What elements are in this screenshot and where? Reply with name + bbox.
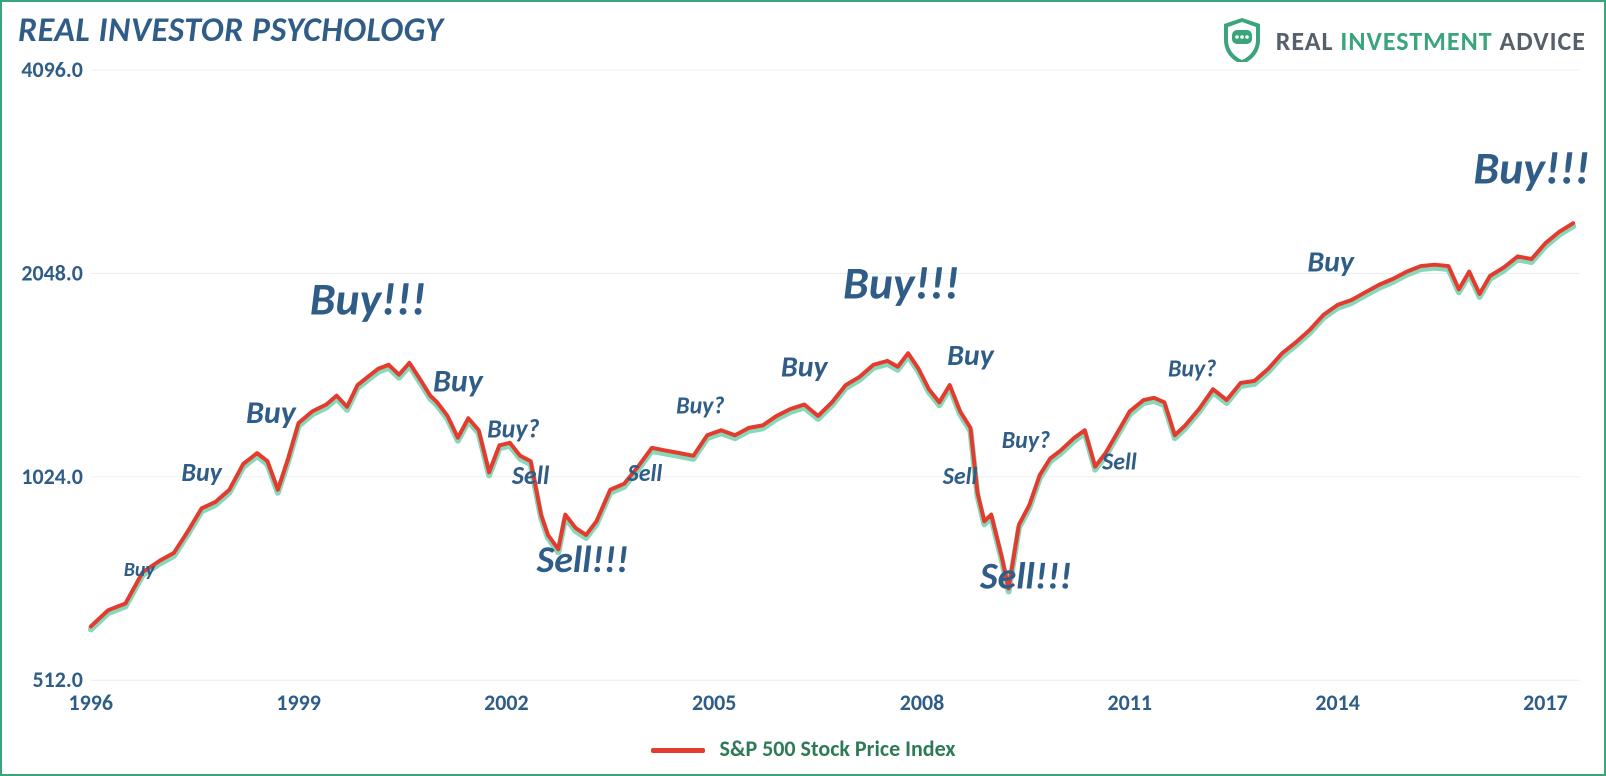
- svg-text:Buy!!!: Buy!!!: [1473, 141, 1589, 197]
- svg-text:1999: 1999: [276, 689, 320, 716]
- svg-text:Buy?: Buy?: [676, 392, 724, 421]
- svg-text:Sell: Sell: [942, 462, 978, 491]
- svg-text:Buy!!!: Buy!!!: [843, 256, 959, 312]
- svg-text:1996: 1996: [69, 689, 113, 716]
- svg-text:Sell: Sell: [627, 459, 663, 488]
- chart-title: REAL INVESTOR PSYCHOLOGY: [18, 10, 443, 51]
- shield-icon: [1220, 16, 1264, 66]
- svg-text:Buy: Buy: [433, 361, 484, 400]
- svg-text:Sell!!!: Sell!!!: [979, 554, 1072, 600]
- svg-text:2005: 2005: [692, 689, 736, 716]
- svg-text:Buy?: Buy?: [1002, 426, 1050, 455]
- svg-text:Sell!!!: Sell!!!: [536, 537, 629, 583]
- brand-text: REAL INVESTMENT ADVICE: [1276, 25, 1586, 57]
- svg-text:Buy: Buy: [781, 350, 829, 386]
- brand-logo: REAL INVESTMENT ADVICE: [1220, 16, 1586, 66]
- svg-text:2048.0: 2048.0: [21, 259, 82, 286]
- svg-text:Sell: Sell: [1101, 447, 1137, 476]
- svg-text:Buy: Buy: [947, 338, 995, 374]
- legend-swatch: [651, 748, 705, 753]
- chart-svg: 512.01024.02048.04096.019961999200220052…: [16, 62, 1590, 720]
- svg-text:Sell: Sell: [511, 459, 550, 491]
- svg-text:2008: 2008: [900, 689, 944, 716]
- svg-text:2014: 2014: [1315, 689, 1359, 716]
- brand-text-real: REAL: [1276, 25, 1341, 57]
- chart-frame: REAL INVESTOR PSYCHOLOGY REAL INVESTMENT…: [0, 0, 1606, 776]
- svg-text:4096.0: 4096.0: [21, 62, 82, 83]
- svg-text:Buy: Buy: [124, 558, 156, 582]
- svg-text:1024.0: 1024.0: [21, 463, 82, 490]
- brand-text-advice: ADVICE: [1493, 25, 1586, 57]
- svg-text:Buy: Buy: [181, 456, 222, 488]
- brand-text-investment: INVESTMENT: [1340, 25, 1492, 57]
- svg-text:Buy: Buy: [246, 393, 297, 432]
- svg-text:2002: 2002: [484, 689, 528, 716]
- legend-label: S&P 500 Stock Price Index: [720, 735, 956, 762]
- svg-text:Buy: Buy: [1307, 245, 1355, 281]
- svg-text:2017: 2017: [1523, 689, 1567, 716]
- svg-text:Buy?: Buy?: [1168, 355, 1216, 384]
- svg-text:Buy?: Buy?: [487, 413, 539, 445]
- legend: S&P 500 Stock Price Index: [2, 735, 1604, 762]
- svg-text:Buy!!!: Buy!!!: [310, 272, 426, 328]
- svg-text:2011: 2011: [1108, 689, 1152, 716]
- chart-area: 512.01024.02048.04096.019961999200220052…: [16, 62, 1590, 720]
